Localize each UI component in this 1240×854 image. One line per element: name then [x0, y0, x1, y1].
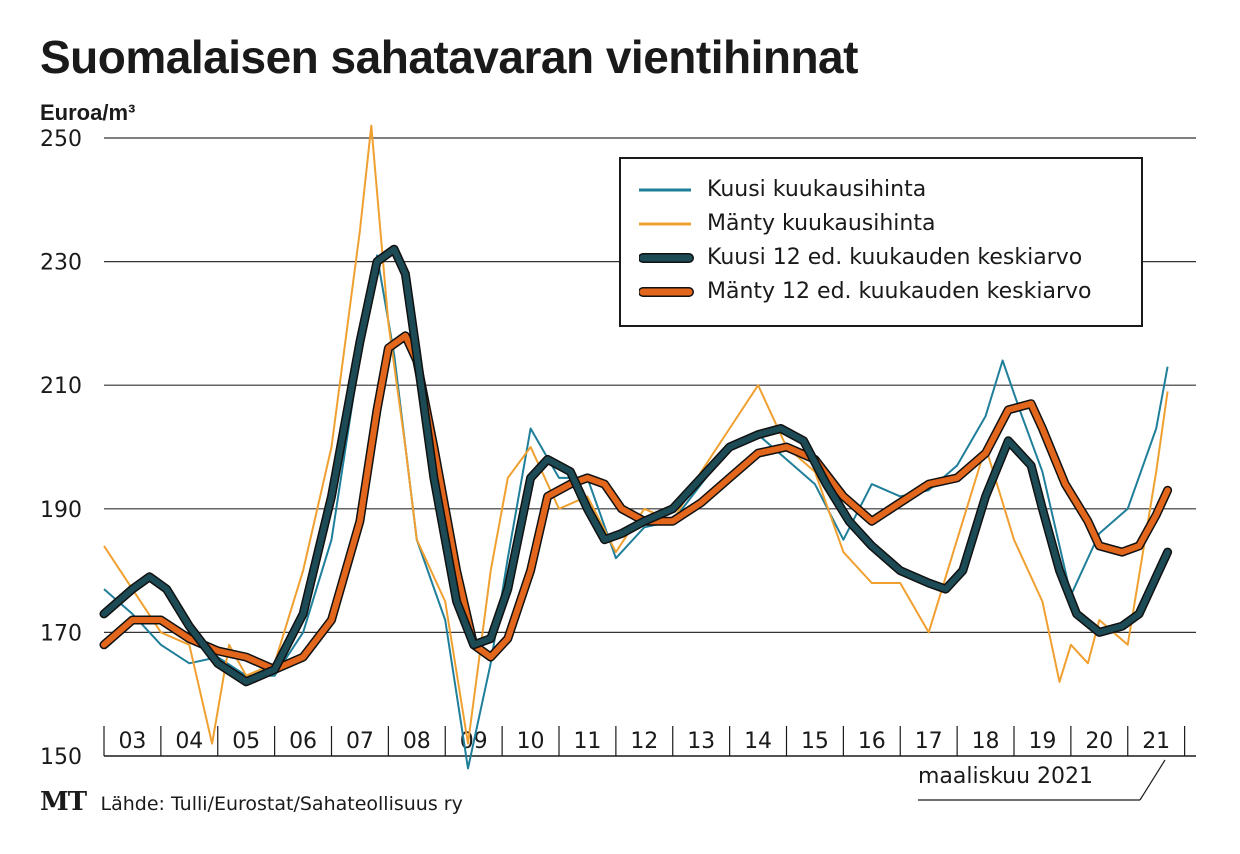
legend-item-kuusi-monthly: Kuusi kuukausihinta — [639, 173, 1139, 207]
series-outline-manty-avg — [99, 331, 1173, 674]
x-tick-label-17: 17 — [915, 729, 943, 754]
legend-swatch-manty-avg — [639, 287, 694, 297]
x-tick-label-18: 18 — [972, 729, 1000, 754]
legend-swatch-kuusi-avg — [639, 253, 694, 263]
legend-item-manty-monthly: Mänty kuukausihinta — [639, 207, 1139, 241]
x-tick-label-06: 06 — [289, 729, 317, 754]
date-note: maaliskuu 2021 — [918, 764, 1094, 789]
legend-item-kuusi-avg: Kuusi 12 ed. kuukauden keskiarvo — [639, 241, 1139, 275]
y-tick-label-210: 210 — [40, 374, 82, 399]
series-line-kuusi-monthly — [103, 254, 1169, 770]
y-tick-label-190: 190 — [40, 498, 82, 523]
y-axis-unit-label: Euroa/m³ — [40, 100, 136, 125]
legend-swatch-kuusi-monthly — [639, 188, 691, 192]
x-tick-label-04: 04 — [175, 729, 203, 754]
x-tick-label-03: 03 — [118, 729, 146, 754]
x-tick-label-08: 08 — [403, 729, 431, 754]
legend-swatch-manty-monthly — [639, 222, 691, 226]
chart-legend: Kuusi kuukausihinta Mänty kuukausihinta … — [619, 157, 1143, 327]
x-tick-label-20: 20 — [1085, 729, 1113, 754]
x-tick-label-12: 12 — [630, 729, 658, 754]
legend-label: Mänty 12 ed. kuukauden keskiarvo — [707, 279, 1092, 304]
y-tick-label-170: 170 — [40, 621, 82, 646]
y-tick-label-230: 230 — [40, 251, 82, 276]
legend-label: Mänty kuukausihinta — [707, 211, 936, 236]
x-tick-label-16: 16 — [858, 729, 886, 754]
x-tick-label-07: 07 — [346, 729, 374, 754]
x-tick-label-15: 15 — [801, 729, 829, 754]
legend-label: Kuusi 12 ed. kuukauden keskiarvo — [707, 245, 1083, 270]
x-tick-label-21: 21 — [1142, 729, 1170, 754]
y-tick-label-150: 150 — [40, 745, 82, 770]
x-tick-label-05: 05 — [232, 729, 260, 754]
series-line-kuusi-avg — [101, 246, 1171, 685]
legend-item-manty-avg: Mänty 12 ed. kuukauden keskiarvo — [639, 275, 1139, 309]
x-tick-label-13: 13 — [687, 729, 715, 754]
x-tick-label-19: 19 — [1028, 729, 1056, 754]
x-tick-label-14: 14 — [744, 729, 772, 754]
legend-label: Kuusi kuukausihinta — [707, 177, 927, 202]
x-tick-label-10: 10 — [517, 729, 545, 754]
x-tick-label-11: 11 — [573, 729, 601, 754]
y-tick-label-250: 250 — [40, 127, 82, 152]
source-text: Lähde: Tulli/Eurostat/Sahateollisuus ry — [100, 793, 463, 815]
publisher-logo: MT — [40, 787, 87, 817]
series-line-manty-avg — [101, 332, 1171, 673]
date-note-pointer — [1139, 759, 1166, 801]
chart-title: Suomalaisen sahatavaran vientihinnat — [40, 31, 858, 83]
footer: MT Lähde: Tulli/Eurostat/Sahateollisuus … — [40, 787, 463, 817]
series-line-manty-monthly — [103, 124, 1169, 745]
